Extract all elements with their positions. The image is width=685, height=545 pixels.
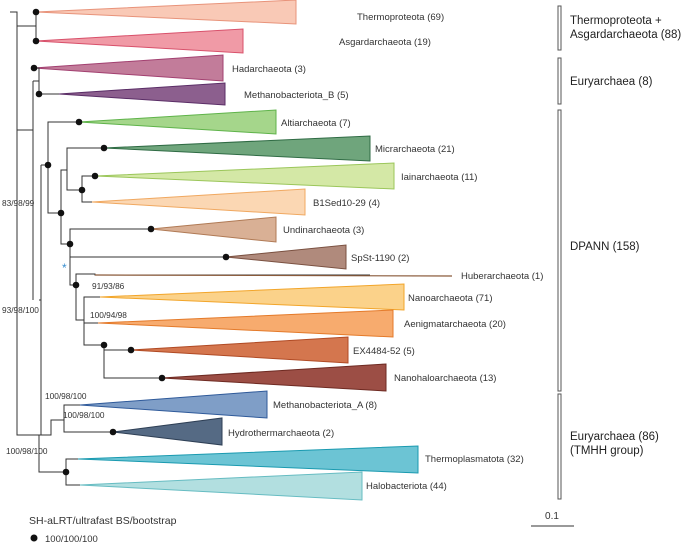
clade-label-hydrothermarchaeota: Hydrothermarchaeota (2) bbox=[228, 428, 334, 439]
clade-triangle-aenigmatarchaeota[interactable] bbox=[97, 309, 394, 338]
support-label: 100/98/100 bbox=[6, 446, 48, 456]
clade-label-methanobacteriota-b: Methanobacteriota_B (5) bbox=[244, 90, 349, 101]
clade-label-micrarchaeota: Micrarchaeota (21) bbox=[375, 144, 455, 155]
group-label-line: (TMHH group) bbox=[570, 445, 644, 457]
support-label: 83/98/99 bbox=[2, 198, 35, 208]
clade-triangle-nanoarchaeota[interactable] bbox=[99, 283, 405, 311]
group-label-euryarchaea-8: Euryarchaea (8) bbox=[570, 76, 653, 88]
node-dot bbox=[72, 281, 80, 289]
group-bar-euryarchaea-8 bbox=[557, 57, 562, 105]
tree-branches bbox=[10, 11, 370, 486]
node-dot bbox=[91, 172, 99, 180]
group-label-dpann: DPANN (158) bbox=[570, 241, 640, 253]
clade-triangle-iainarchaeota[interactable] bbox=[94, 162, 395, 190]
clade-label-altiarchaeota: Altiarchaeota (7) bbox=[281, 118, 351, 129]
clade-label-thermoproteota: Thermoproteota (69) bbox=[357, 12, 444, 23]
clade-triangle-halobacteriota[interactable] bbox=[79, 471, 363, 501]
node-dot bbox=[158, 374, 166, 382]
clade-label-aenigmatarchaeota: Aenigmatarchaeota (20) bbox=[404, 319, 506, 330]
support-values: 83/98/99 93/98/100 91/93/86 100/94/98 10… bbox=[2, 198, 127, 456]
legend-item-label: 100/100/100 bbox=[45, 534, 98, 545]
clade-label-spst-1190: SpSt-1190 (2) bbox=[351, 253, 409, 264]
legend-dot bbox=[30, 534, 38, 542]
clade-triangle-asgardarchaeota[interactable] bbox=[35, 28, 244, 54]
group-label-line: Asgardarchaeota (88) bbox=[570, 29, 681, 41]
clade-triangle-undinarchaeota[interactable] bbox=[150, 216, 277, 243]
clade-triangle-thermoplasmatota[interactable] bbox=[77, 445, 419, 474]
clade-label-ex4484-52: EX4484-52 (5) bbox=[353, 346, 415, 357]
node-dot bbox=[32, 37, 40, 45]
clade-triangle-spst-1190[interactable] bbox=[225, 244, 347, 270]
support-label: 100/94/98 bbox=[90, 310, 127, 320]
node-dot bbox=[32, 8, 40, 16]
scale-bar: 0.1 bbox=[531, 511, 574, 527]
group-bar-dpann bbox=[557, 109, 562, 392]
scale-label: 0.1 bbox=[545, 511, 559, 522]
group-label-thermoproteota-asgard: Thermoproteota + Asgardarchaeota (88) bbox=[570, 15, 681, 41]
group-labels: Thermoproteota + Asgardarchaeota (88) Eu… bbox=[570, 15, 681, 457]
node-dot bbox=[147, 225, 155, 233]
node-dot bbox=[35, 90, 43, 98]
clade-label-nanoarchaeota: Nanoarchaeota (71) bbox=[408, 293, 493, 304]
node-dot bbox=[66, 240, 74, 248]
node-dot bbox=[57, 209, 65, 217]
group-bar-euryarchaea-86 bbox=[557, 393, 562, 500]
clade-label-undinarchaeota: Undinarchaeota (3) bbox=[283, 225, 364, 236]
clade-triangle-ex4484-52[interactable] bbox=[130, 336, 349, 364]
clade-triangles bbox=[33, 0, 419, 501]
clade-label-asgardarchaeota: Asgardarchaeota (19) bbox=[339, 37, 431, 48]
clade-triangle-hydrothermarchaeota[interactable] bbox=[112, 417, 223, 446]
clade-labels: Thermoproteota (69) Asgardarchaeota (19)… bbox=[228, 12, 543, 492]
clade-label-b1sed10-29: B1Sed10-29 (4) bbox=[313, 198, 380, 209]
clade-label-iainarchaeota: Iainarchaeota (11) bbox=[401, 172, 477, 183]
clade-label-nanohaloarchaeota: Nanohaloarchaeota (13) bbox=[394, 373, 496, 384]
support-label: 91/93/86 bbox=[92, 281, 125, 291]
node-dot bbox=[109, 428, 117, 436]
clade-label-huberarchaeota: Huberarchaeota (1) bbox=[461, 271, 543, 282]
node-dot bbox=[78, 186, 86, 194]
clade-triangle-hadarchaeota[interactable] bbox=[33, 54, 224, 82]
clade-label-thermoplasmatota: Thermoplasmatota (32) bbox=[425, 454, 524, 465]
clade-label-methanobacteriota-a: Methanobacteriota_A (8) bbox=[273, 400, 377, 411]
node-dot bbox=[100, 341, 108, 349]
legend: SH-aLRT/ultrafast BS/bootstrap 100/100/1… bbox=[29, 515, 177, 545]
star-marker: * bbox=[62, 261, 67, 275]
group-brackets bbox=[557, 5, 562, 500]
group-label-line: Euryarchaea (86) bbox=[570, 431, 659, 443]
clade-triangle-nanohaloarchaeota[interactable] bbox=[161, 363, 387, 392]
support-nodes bbox=[30, 8, 230, 476]
clade-triangle-b1sed10-29[interactable] bbox=[91, 188, 306, 216]
node-dot bbox=[100, 144, 108, 152]
node-dot bbox=[127, 346, 135, 354]
support-label: 100/98/100 bbox=[63, 410, 105, 420]
clade-triangle-methanobacteriota-a[interactable] bbox=[79, 390, 268, 419]
node-dot bbox=[62, 468, 70, 476]
clade-triangle-altiarchaeota[interactable] bbox=[78, 109, 277, 135]
clade-triangle-micrarchaeota[interactable] bbox=[103, 135, 371, 162]
support-label: 100/98/100 bbox=[45, 391, 87, 401]
node-dot bbox=[222, 253, 230, 261]
clade-triangle-methanobacteriota-b[interactable] bbox=[58, 82, 226, 106]
support-label: 93/98/100 bbox=[2, 305, 39, 315]
group-label-euryarchaea-86: Euryarchaea (86) (TMHH group) bbox=[570, 431, 662, 457]
node-dot bbox=[30, 64, 38, 72]
clade-branch-huberarchaeota[interactable] bbox=[94, 274, 453, 277]
clade-triangle-thermoproteota[interactable] bbox=[35, 0, 297, 25]
group-label-line: Thermoproteota + bbox=[570, 15, 662, 27]
node-dot bbox=[44, 161, 52, 169]
clade-label-halobacteriota: Halobacteriota (44) bbox=[366, 481, 447, 492]
legend-title: SH-aLRT/ultrafast BS/bootstrap bbox=[29, 515, 177, 527]
clade-label-hadarchaeota: Hadarchaeota (3) bbox=[232, 64, 306, 75]
group-bar-thermoproteota-asgard bbox=[557, 5, 562, 51]
node-dot bbox=[75, 118, 83, 126]
